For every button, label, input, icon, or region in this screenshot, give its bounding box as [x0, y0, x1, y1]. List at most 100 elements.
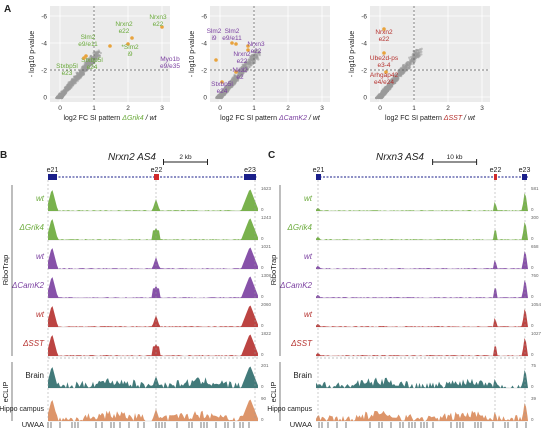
data-point: [392, 83, 395, 86]
x-tick-label: 2: [126, 105, 130, 112]
data-point: [220, 96, 223, 99]
y-tick-label: 0: [203, 95, 207, 102]
x-tick-label: 3: [160, 105, 164, 112]
data-point: [418, 54, 421, 58]
gene-label: Stxbp5l: [211, 81, 233, 88]
highlighted-point: [220, 80, 224, 84]
track-max-label: 75: [531, 363, 537, 368]
data-point: [233, 80, 236, 83]
data-point: [216, 95, 220, 98]
y-tick-label: -6: [201, 14, 207, 21]
gene-label: Nkd2: [232, 67, 248, 74]
scalebar-label: 10 kb: [447, 154, 463, 161]
data-point: [417, 51, 420, 54]
data-point: [72, 79, 75, 82]
x-axis-title-prefix: log2 FC SI pattern: [385, 115, 444, 122]
data-point: [411, 53, 414, 56]
highlighted-point: [246, 48, 250, 52]
gene-label: e4/e24: [374, 79, 394, 86]
data-point: [221, 93, 225, 96]
track-max-label: 581: [531, 186, 539, 191]
track-signal: [316, 193, 528, 211]
data-point: [237, 77, 240, 80]
y-axis-title: - log10 p-value: [349, 31, 356, 77]
highlighted-point: [126, 42, 130, 46]
exon-label: e22: [490, 167, 502, 174]
x-tick-label: 1: [412, 105, 416, 112]
uwaa-label: UWAA: [22, 420, 44, 429]
data-point: [390, 81, 394, 84]
track-signal: [316, 251, 528, 269]
y-tick-label: -2: [201, 68, 207, 75]
eclip-label: eCLIP: [1, 382, 10, 403]
gene-label: e2: [236, 74, 244, 81]
data-point: [61, 94, 65, 98]
x-tick-label: 0: [218, 105, 222, 112]
data-point: [255, 52, 259, 56]
x-tick-label: 1: [252, 105, 256, 112]
gene-label: e22: [237, 58, 248, 65]
x-tick-label: 2: [286, 105, 290, 112]
track-max-label: 90: [261, 396, 267, 401]
data-point: [94, 52, 98, 56]
data-point: [388, 87, 391, 90]
data-point: [240, 66, 244, 69]
data-point: [245, 60, 249, 64]
track-label: wt: [304, 194, 313, 203]
data-point: [234, 76, 238, 79]
data-point: [386, 87, 389, 90]
ribotrap-label: RiboTrap: [1, 255, 10, 286]
exon-label: e23: [244, 167, 256, 174]
track-max-label: 1308: [261, 273, 272, 278]
x-tick-label: 1: [92, 105, 96, 112]
panel-a-label: A: [4, 4, 11, 15]
gene-label: i9: [211, 35, 216, 42]
data-point: [220, 90, 223, 93]
track-min-label: 0: [261, 294, 264, 299]
x-axis-title: log2 FC SI pattern ΔGrik4 / wt: [63, 115, 157, 122]
data-point: [397, 77, 400, 80]
panel-b-title: Nrxn2 AS4: [108, 152, 156, 163]
y-tick-label: -6: [361, 14, 367, 21]
data-point: [82, 65, 86, 68]
track-signal: [48, 399, 258, 421]
x-axis-title: log2 FC SI pattern ΔCamK2 / wt: [220, 115, 321, 122]
data-point: [250, 54, 254, 57]
data-point: [415, 53, 418, 56]
track-max-label: 39: [531, 396, 537, 401]
track-min-label: 0: [531, 294, 534, 299]
data-point: [239, 72, 242, 75]
data-point: [406, 66, 409, 69]
data-point: [415, 49, 418, 52]
track-max-label: 201: [261, 363, 269, 368]
x-tick-label: 2: [446, 105, 450, 112]
data-point: [233, 74, 236, 77]
data-point: [85, 60, 89, 64]
track-label: ΔGrik4: [19, 223, 45, 232]
data-point: [386, 89, 390, 92]
data-point: [66, 86, 69, 90]
data-point: [387, 83, 390, 86]
data-point: [411, 60, 414, 63]
data-point: [78, 75, 82, 78]
x-axis-title-genotype: ΔSST: [443, 115, 463, 122]
highlighted-point: [234, 70, 238, 74]
highlighted-point: [382, 51, 386, 55]
data-point: [90, 60, 93, 63]
data-point: [90, 64, 94, 67]
data-point: [59, 93, 63, 97]
eclip-label: eCLIP: [269, 382, 278, 403]
exon-label: e23: [519, 167, 531, 174]
gene-label: Nrxn2: [115, 21, 133, 28]
data-point: [72, 82, 75, 86]
track-min-label: 0: [531, 207, 534, 212]
exon-label: e21: [47, 167, 59, 174]
highlighted-point: [160, 25, 164, 29]
data-point: [76, 71, 80, 74]
panel-c-title: Nrxn3 AS4: [376, 152, 424, 163]
data-point: [396, 74, 400, 77]
panel-b-panel: B Nrxn2 AS4 2 kb e21 e22 e23 1623 0 wt 1243 0 ΔGrik…: [0, 150, 272, 429]
data-point: [394, 76, 398, 79]
track-label: ΔCamK2: [11, 281, 45, 290]
